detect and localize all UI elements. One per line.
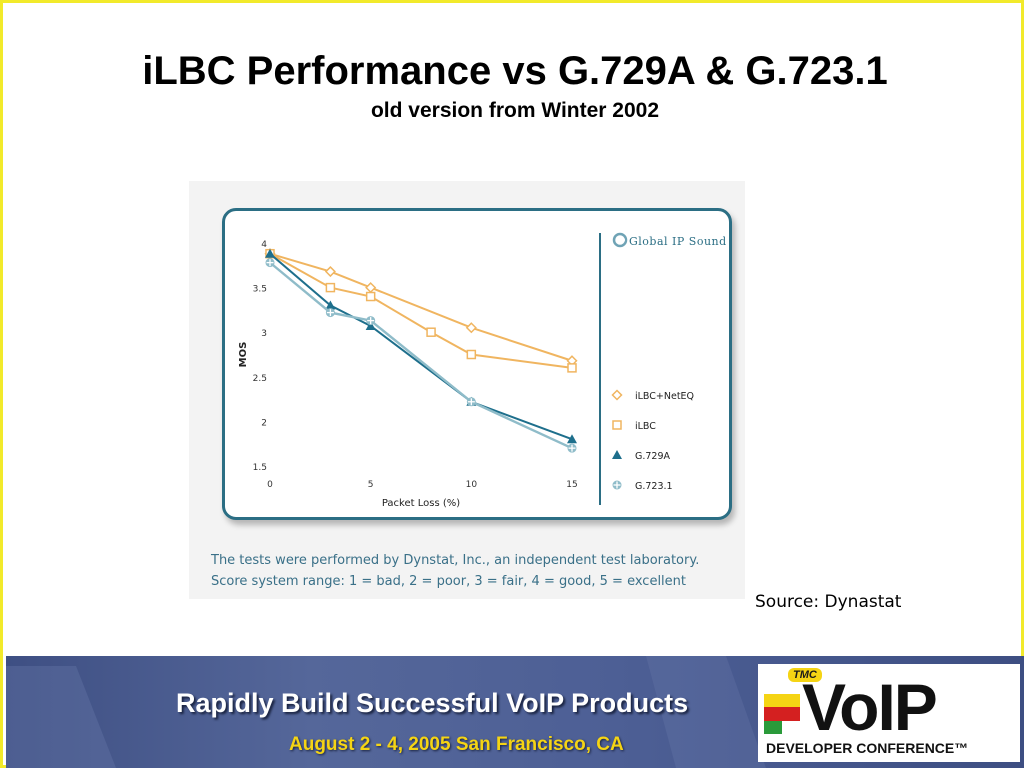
source-note: Source: Dynastat <box>755 592 902 612</box>
data-point-g-723-1 <box>567 443 577 453</box>
developer-conference-wordmark: DEVELOPER CONFERENCE™ <box>766 740 969 756</box>
data-point-g-723-1 <box>366 316 376 326</box>
data-point-ilbc-neteq <box>465 322 477 334</box>
data-point-g-729a <box>265 248 275 258</box>
x-tick-label: 0 <box>267 480 273 490</box>
conference-logo: TMC VoIP DEVELOPER CONFERENCE™ <box>758 664 1020 762</box>
legend-label-g-723-1: G.723.1 <box>635 481 673 492</box>
data-point-ilbc <box>567 363 577 373</box>
x-axis-label: Packet Loss (%) <box>382 498 460 509</box>
footer-banner: Rapidly Build Successful VoIP Products A… <box>6 656 1024 768</box>
y-tick-label: 3 <box>261 329 267 339</box>
legend-label-ilbc-neteq: iLBC+NetEQ <box>635 391 694 402</box>
footer-date-location: August 2 - 4, 2005 San Francisco, CA <box>289 734 624 755</box>
x-tick-label: 10 <box>466 480 478 490</box>
data-point-g-723-1 <box>466 397 476 407</box>
legend-marker-g-729a <box>612 450 622 459</box>
global-ip-sound-icon <box>612 232 628 248</box>
plot-layer: 1.5 2 2.5 3 3.5 4 0 5 10 15 Packet Loss (%) MOS <box>238 240 578 509</box>
global-ip-sound-logo: Global IP Sound <box>629 235 727 248</box>
chart-card: 1.5 2 2.5 3 3.5 4 0 5 10 15 Packet Loss (%) MOS Glo… <box>222 208 732 520</box>
y-tick-label: 3.5 <box>253 285 267 295</box>
data-point-g-729a <box>567 434 577 444</box>
caption-line-1: The tests were performed by Dynstat, Inc… <box>211 553 700 568</box>
data-point-ilbc-neteq <box>365 282 377 294</box>
legend-marker-ilbc <box>612 420 622 430</box>
banner-background-shape <box>6 656 766 768</box>
y-tick-label: 4 <box>261 240 267 250</box>
voip-wordmark: VoIP <box>802 670 938 744</box>
legend: iLBC+NetEQ iLBC G.729A G.723.1 <box>611 389 694 492</box>
y-axis-label: MOS <box>238 342 249 368</box>
data-point-ilbc <box>365 291 376 302</box>
data-point-g-723-1 <box>325 308 335 318</box>
y-tick-label: 2.5 <box>253 374 267 384</box>
series-line-g-723-1 <box>269 261 573 450</box>
y-tick-label: 2 <box>261 418 267 428</box>
slide-title: iLBC Performance vs G.729A & G.723.1 <box>142 49 888 93</box>
data-point-g-723-1 <box>265 258 275 268</box>
y-tick-label: 1.5 <box>253 463 267 473</box>
data-point-g-729a <box>365 320 376 330</box>
slide-subtitle: old version from Winter 2002 <box>370 99 660 122</box>
footer-tagline: Rapidly Build Successful VoIP Products <box>176 688 689 718</box>
legend-label-ilbc: iLBC <box>635 421 656 432</box>
series-line-ilbc-neteq <box>269 252 573 362</box>
legend-label-g-729a: G.729A <box>635 451 671 462</box>
data-point-g-729a <box>325 300 336 310</box>
data-point-ilbc <box>325 282 336 293</box>
data-point-ilbc-neteq <box>324 265 336 278</box>
mos-chart: 1.5 2 2.5 3 3.5 4 0 5 10 15 Packet Loss (%) MOS Glo… <box>238 232 727 509</box>
x-tick-label: 5 <box>368 480 374 490</box>
data-point-ilbc <box>426 327 436 337</box>
legend-marker-g-723-1 <box>612 480 622 490</box>
chart-caption: The tests were performed by Dynstat, Inc… <box>211 550 731 592</box>
x-tick-label: 15 <box>566 480 577 490</box>
legend-marker-ilbc-neteq <box>611 389 623 401</box>
caption-line-2: Score system range: 1 = bad, 2 = poor, 3… <box>211 574 687 589</box>
data-point-ilbc <box>466 349 477 360</box>
tmc-badge: TMC <box>788 668 822 682</box>
series-line-ilbc <box>269 252 573 369</box>
flag-icon <box>764 694 800 734</box>
